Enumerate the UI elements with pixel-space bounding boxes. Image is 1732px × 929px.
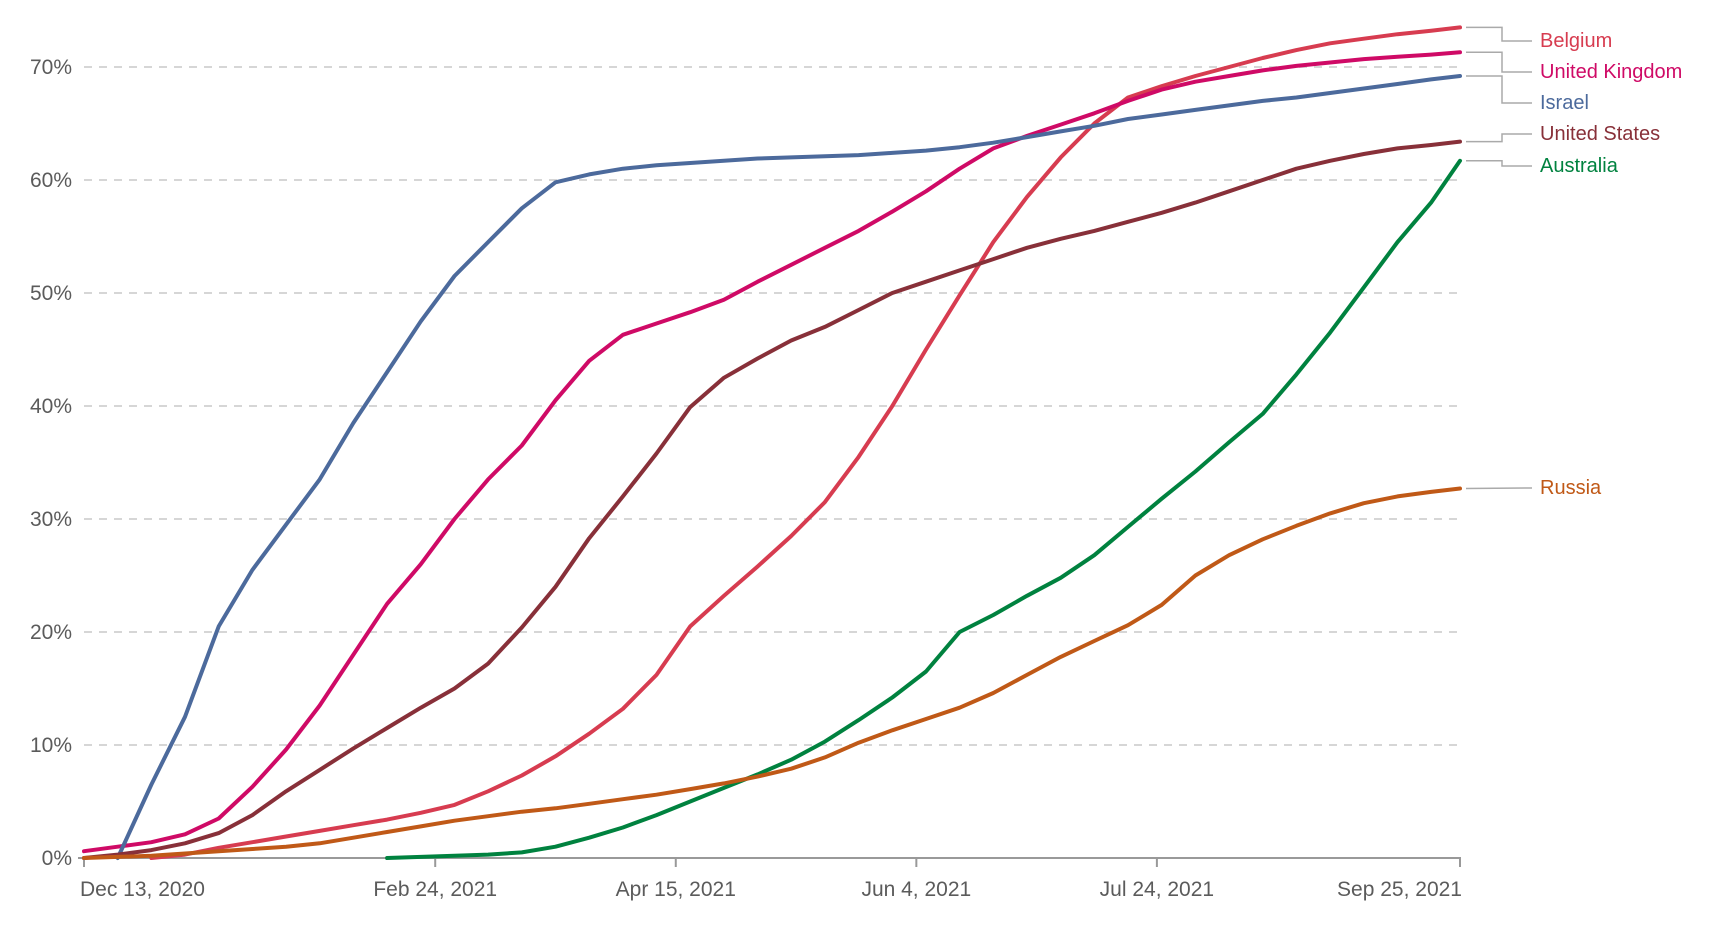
x-axis: Dec 13, 2020 Feb 24, 2021 Apr 15, 2021 Jun … [78,857,1462,901]
legend-connector [1465,487,1533,490]
x-axis-tick-label: Sep 25, 2021 [1337,878,1462,901]
entity-label-belgium[interactable]: Belgium [1540,30,1612,52]
legend-connector [1466,133,1532,143]
legend-connector [1466,75,1532,104]
y-axis-tick-label: 30% [30,508,72,531]
entity-label-united-kingdom[interactable]: United Kingdom [1540,61,1682,83]
y-axis-tick-label: 40% [30,395,72,418]
legend-connector [1466,26,1532,42]
series-line-australia[interactable] [385,158,1462,860]
y-axis-labels: 0% 10% 20% 30% 40% 50% 60% 70% [30,56,72,870]
y-axis-tick-label: 70% [30,56,72,79]
y-axis-tick-label: 60% [30,169,72,192]
gridlines [84,66,1460,746]
series-line-russia[interactable] [82,486,1462,860]
series-line-israel[interactable] [115,74,1462,860]
series-lines [82,25,1462,860]
series-line-united-kingdom[interactable] [82,50,1462,854]
x-axis-tick-label: Apr 15, 2021 [616,878,736,901]
series-line-united-states[interactable] [82,139,1462,860]
x-axis-tick-label: Feb 24, 2021 [373,878,497,901]
x-axis-tick-label: Dec 13, 2020 [80,878,205,901]
y-axis-tick-label: 10% [30,734,72,757]
y-axis-tick-label: 50% [30,282,72,305]
entity-legend: Belgium United Kingdom Israel United States… [1465,26,1682,499]
entity-label-israel[interactable]: Israel [1540,92,1589,114]
y-axis-tick-label: 0% [42,847,72,870]
y-axis-tick-label: 20% [30,621,72,644]
legend-connector [1466,51,1532,73]
legend-connector [1466,160,1532,167]
x-axis-tick-label: Jul 24, 2021 [1100,878,1214,901]
x-axis-tick-label: Jun 4, 2021 [861,878,971,901]
entity-label-russia[interactable]: Russia [1540,477,1602,499]
series-line-belgium[interactable] [149,25,1462,860]
entity-label-united-states[interactable]: United States [1540,123,1660,145]
entity-label-australia[interactable]: Australia [1540,155,1619,177]
